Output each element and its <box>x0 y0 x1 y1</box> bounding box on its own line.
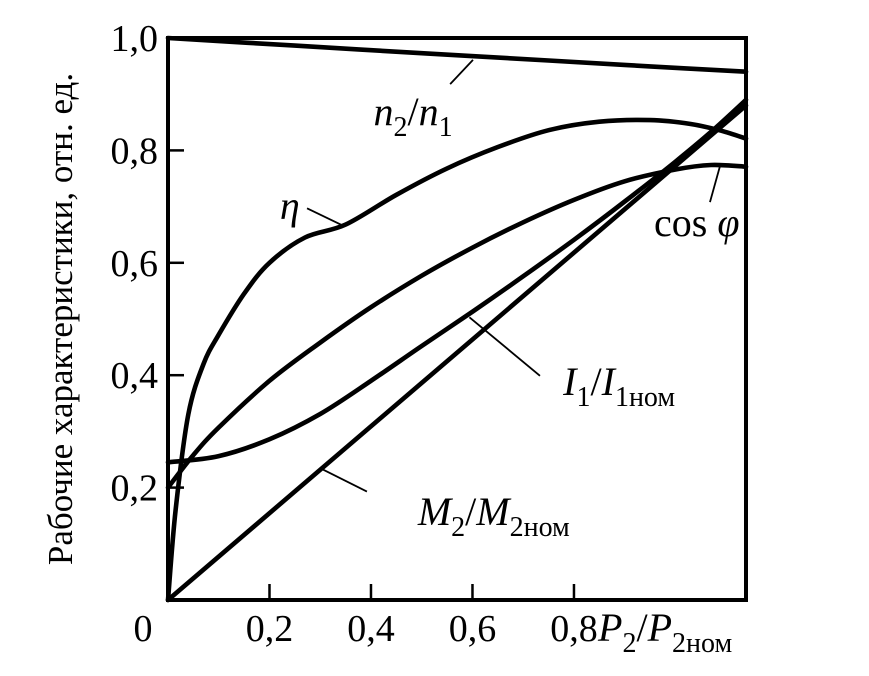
origin-label: 0 <box>134 608 153 650</box>
label-n2-n1-leader <box>449 59 474 85</box>
y-axis-tick-label: 0,6 <box>111 243 159 285</box>
label-i1-i1nom-leader <box>468 316 541 377</box>
label-eta-leader <box>306 207 343 226</box>
label-i1-i1nom: I1/I1ном <box>562 359 675 413</box>
curve-n2-n1 <box>165 35 749 74</box>
x-axis-tick-label: 0,4 <box>347 608 395 650</box>
x-axis-tick-label: 0,6 <box>449 608 497 650</box>
curve-eta <box>165 117 749 603</box>
label-cos-phi: cos φ <box>654 200 739 245</box>
label-m2-m2nom-leader <box>319 467 368 493</box>
curve-i1-i1nom <box>165 97 749 465</box>
label-eta: η <box>280 183 300 228</box>
x-axis-title: P2/P2ном <box>597 605 732 659</box>
curve-m2-m2nom <box>165 103 749 603</box>
y-axis-tick-label: 0,8 <box>111 130 159 172</box>
x-axis-tick-label: 0,2 <box>246 608 294 650</box>
y-axis-tick-label: 0,4 <box>111 355 159 397</box>
y-axis-tick-label: 0,2 <box>111 468 159 510</box>
y-axis-title: Рабочие характеристики, отн. ед. <box>41 73 80 565</box>
label-n2-n1: n2/n1 <box>374 89 453 143</box>
label-cos-phi-leader <box>709 165 721 203</box>
x-axis-tick-label: 0,8 <box>550 608 598 650</box>
plot-frame <box>166 36 748 602</box>
y-axis-tick-label: 1,0 <box>111 18 159 60</box>
label-m2-m2nom: M2/M2ном <box>417 489 570 543</box>
